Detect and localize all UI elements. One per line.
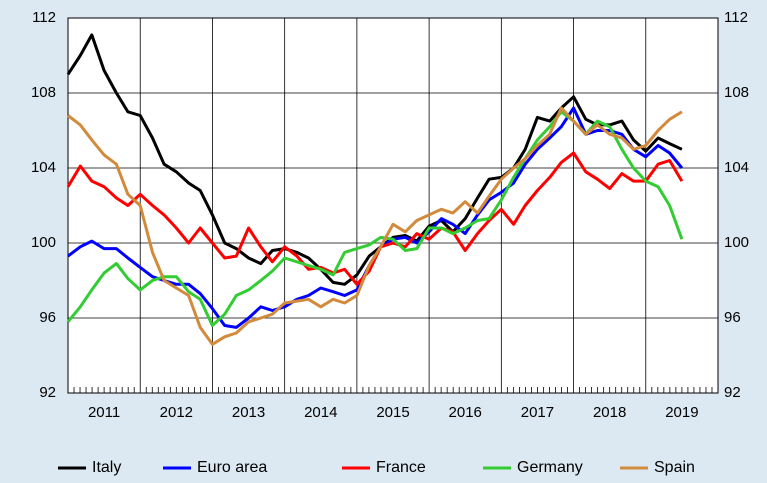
plot-border [67,17,719,394]
plot-area [68,18,718,393]
series-line [67,106,683,346]
legend-label: France [376,459,426,476]
x-tick-label: 2018 [593,404,626,421]
y2-tick-label: 112 [724,9,748,26]
x-tick-label: 2015 [376,404,409,421]
y2-tick-label: 104 [724,159,749,176]
y-tick-label: 92 [39,384,56,401]
y-tick-label: 96 [39,309,56,326]
legend-label: Germany [517,459,583,476]
y2-tick-label: 96 [724,309,741,326]
x-tick-label: 2012 [160,404,193,421]
y2-tick-label: 108 [724,84,749,101]
x-tick-label: 2014 [304,404,337,421]
x-tick-label: 2016 [449,404,482,421]
y2-tick-label: 100 [724,234,749,251]
x-tick-label: 2017 [521,404,554,421]
x-tick-label: 2013 [232,404,265,421]
series-line [66,33,683,286]
y-tick-label: 112 [32,9,56,26]
y-tick-label: 100 [31,234,56,251]
y2-tick-label: 92 [724,384,741,401]
legend-label: Italy [92,459,121,476]
x-tick-label: 2019 [665,404,698,421]
x-tick-label: 2011 [88,404,120,421]
legend-label: Spain [654,459,695,476]
y-tick-label: 108 [31,84,56,101]
y-tick-label: 104 [31,159,56,176]
legend-label: Euro area [197,459,267,476]
